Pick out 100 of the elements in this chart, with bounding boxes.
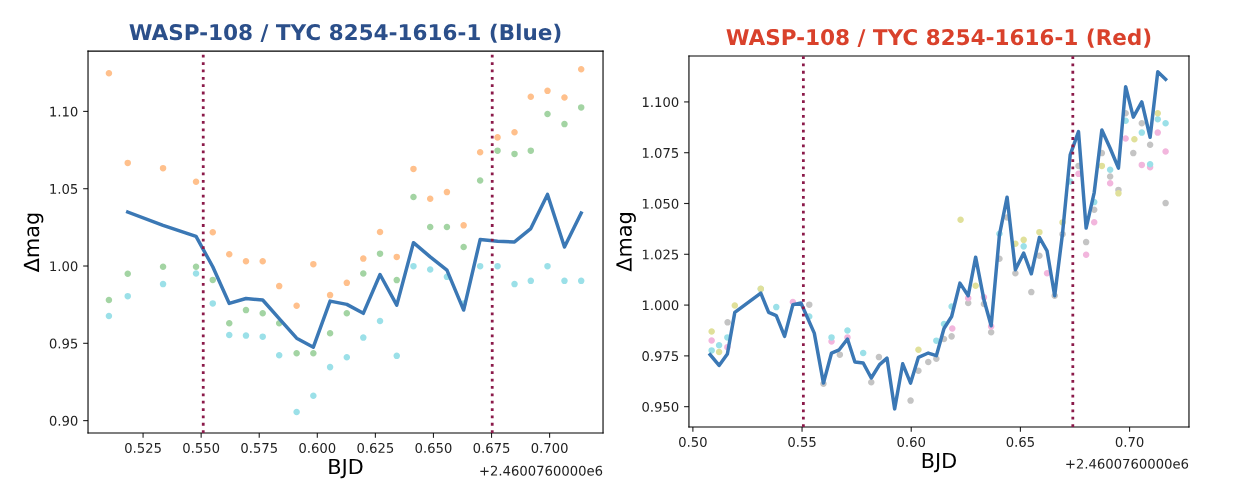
point bbox=[242, 332, 250, 339]
point bbox=[209, 276, 217, 284]
x-tick-label: 0.525 bbox=[125, 442, 161, 453]
point bbox=[715, 348, 723, 356]
point bbox=[1036, 228, 1043, 236]
text: +2.4600760000e6 bbox=[1066, 458, 1189, 469]
point bbox=[715, 342, 723, 349]
point bbox=[1082, 251, 1090, 258]
point bbox=[293, 349, 300, 357]
point bbox=[731, 302, 739, 309]
point bbox=[310, 392, 317, 399]
point bbox=[443, 188, 451, 196]
point bbox=[410, 262, 417, 270]
point bbox=[410, 165, 417, 173]
y-axis-title: Δmag bbox=[23, 213, 44, 273]
point bbox=[426, 223, 434, 231]
point bbox=[828, 334, 835, 341]
x-tick-label: 0.650 bbox=[415, 442, 452, 453]
point bbox=[561, 120, 568, 128]
point bbox=[1106, 166, 1114, 174]
point bbox=[1020, 236, 1027, 244]
point bbox=[326, 291, 334, 299]
x-axis-title: BJD bbox=[329, 458, 363, 479]
point bbox=[511, 129, 518, 136]
point bbox=[443, 223, 451, 231]
point bbox=[1138, 119, 1146, 127]
y-tick-label: 1.075 bbox=[642, 147, 679, 158]
point bbox=[426, 266, 434, 273]
point bbox=[494, 147, 501, 154]
point bbox=[105, 69, 113, 77]
point bbox=[527, 93, 535, 100]
point bbox=[159, 164, 167, 172]
point bbox=[511, 150, 518, 158]
point bbox=[242, 257, 250, 265]
point bbox=[209, 300, 217, 307]
point bbox=[1154, 129, 1162, 136]
point bbox=[561, 277, 568, 285]
y-tick-label: 1.025 bbox=[642, 249, 679, 260]
point bbox=[192, 270, 200, 277]
point bbox=[124, 159, 131, 167]
point bbox=[1138, 129, 1146, 136]
point bbox=[426, 195, 434, 203]
point bbox=[1020, 243, 1027, 250]
point bbox=[105, 296, 113, 304]
point bbox=[1154, 115, 1162, 123]
line-series bbox=[126, 192, 583, 349]
point bbox=[708, 328, 715, 335]
point bbox=[460, 222, 467, 229]
y-tick-label: 0.975 bbox=[642, 351, 679, 362]
point bbox=[577, 104, 585, 111]
point bbox=[310, 260, 317, 268]
x-tick-label: 0.625 bbox=[357, 442, 394, 453]
y-axis-title: Δmag bbox=[616, 213, 636, 272]
point bbox=[226, 331, 233, 339]
point bbox=[226, 319, 233, 327]
point bbox=[544, 262, 551, 270]
point bbox=[360, 270, 367, 277]
point bbox=[1106, 173, 1114, 180]
point bbox=[907, 397, 914, 404]
chart-title: WASP-108 / TYC 8254-1616-1 (Blue) bbox=[129, 23, 561, 43]
x-tick-label: 0.50 bbox=[679, 436, 707, 447]
point bbox=[1162, 199, 1169, 207]
x-tick-label: 0.575 bbox=[241, 442, 277, 453]
point bbox=[1090, 218, 1098, 226]
point bbox=[275, 351, 283, 359]
line-series bbox=[708, 70, 1168, 411]
point bbox=[393, 253, 400, 261]
point bbox=[511, 280, 518, 288]
point bbox=[259, 333, 266, 340]
point bbox=[708, 337, 715, 344]
point bbox=[844, 327, 851, 334]
x-tick-label: 0.55 bbox=[788, 436, 816, 447]
point bbox=[275, 282, 283, 290]
point bbox=[476, 262, 484, 270]
point bbox=[476, 177, 484, 184]
x-tick-label: 0.700 bbox=[531, 442, 568, 453]
point bbox=[209, 229, 217, 236]
chart-title: WASP-108 / TYC 8254-1616-1 (Red) bbox=[726, 28, 1151, 48]
point bbox=[326, 363, 334, 371]
x-tick-label: 0.60 bbox=[897, 436, 926, 447]
point bbox=[561, 94, 568, 101]
point bbox=[310, 349, 317, 357]
point bbox=[577, 65, 585, 73]
y-tick-label: 0.95 bbox=[49, 338, 78, 349]
point bbox=[1028, 288, 1035, 296]
point bbox=[925, 358, 932, 366]
point bbox=[159, 263, 167, 271]
point bbox=[527, 277, 535, 285]
point bbox=[915, 346, 922, 354]
point bbox=[1106, 179, 1114, 187]
y-tick-label: 1.000 bbox=[642, 300, 679, 311]
point bbox=[1115, 190, 1122, 197]
point bbox=[577, 277, 585, 285]
point bbox=[1082, 238, 1090, 246]
point bbox=[972, 282, 979, 290]
point bbox=[1098, 162, 1106, 170]
point bbox=[1146, 141, 1154, 149]
point bbox=[360, 255, 367, 262]
point bbox=[949, 325, 956, 332]
point bbox=[1122, 135, 1129, 142]
